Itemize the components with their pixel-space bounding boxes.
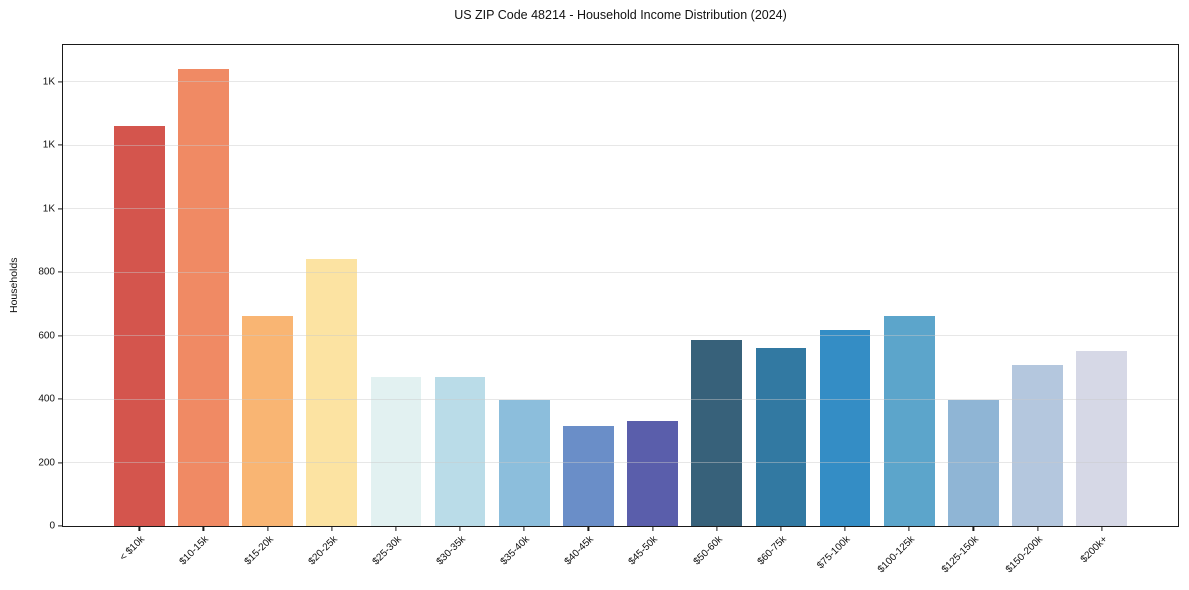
x-tick-label: $50-60k <box>691 534 725 568</box>
bar-16 <box>1076 351 1127 526</box>
bar-slot: < $10k <box>107 45 171 563</box>
x-tick-mark <box>138 527 140 532</box>
bar-3 <box>242 316 293 526</box>
x-tick-label: $10-15k <box>177 534 212 568</box>
y-tick-label: 800 <box>38 266 55 278</box>
y-tick-mark <box>57 461 62 464</box>
bar-slot: $25-30k <box>364 45 428 567</box>
x-tick-mark <box>1036 527 1039 532</box>
bar-slot: $10-15k <box>171 45 235 567</box>
x-tick-label: $35-40k <box>498 534 533 568</box>
x-tick-label: $75-100k <box>815 534 853 572</box>
bar-slot: $15-20k <box>236 45 300 567</box>
y-tick-label: 600 <box>38 330 55 341</box>
bar-1 <box>113 125 165 526</box>
bar-11 <box>755 348 807 526</box>
bar-12 <box>819 330 871 526</box>
chart-title: US ZIP Code 48214 - Household Income Dis… <box>454 8 787 22</box>
bar-8 <box>563 426 614 526</box>
x-tick-label: $100-125k <box>875 534 917 576</box>
x-tick-mark <box>651 527 654 532</box>
y-tick-mark <box>57 271 62 273</box>
y-tick-mark <box>57 207 62 210</box>
y-tick-label: 1K <box>42 139 55 151</box>
bar-5 <box>370 376 422 526</box>
y-tick-label: 200 <box>38 457 55 468</box>
bars-layer: < $10k $10-15k $15-20k $20-25k $25-30k $30-35… <box>63 45 1178 575</box>
bar-slot: $30-35k <box>428 45 492 567</box>
y-tick-mark <box>57 80 62 83</box>
x-tick-label: $150-200k <box>1004 534 1046 576</box>
x-tick-mark <box>459 527 461 532</box>
x-tick-mark <box>523 527 525 532</box>
x-tick-mark <box>587 527 590 532</box>
bar-6 <box>434 377 486 526</box>
bar-slot: $150-200k <box>1004 45 1069 575</box>
x-tick-mark <box>202 527 205 532</box>
x-tick-mark <box>780 527 782 532</box>
y-tick-label: 400 <box>38 393 55 405</box>
bar-slot: $100-125k <box>876 45 941 575</box>
x-tick-mark <box>395 527 397 532</box>
x-tick-label: $45-50k <box>627 534 661 568</box>
bar-14 <box>948 400 999 526</box>
x-tick-mark <box>844 527 846 532</box>
bar-slot: $60-75k <box>749 45 813 567</box>
bar-2 <box>178 68 229 526</box>
bar-slot: $125-150k <box>940 45 1005 575</box>
x-tick-label: $60-75k <box>755 534 789 568</box>
bar-slot: $45-50k <box>621 45 685 567</box>
x-tick-mark <box>267 527 269 532</box>
plot-area: < $10k $10-15k $15-20k $20-25k $25-30k $30-35… <box>38 44 1179 575</box>
x-tick-label: $20-25k <box>306 534 340 568</box>
bar-slot: $20-25k <box>300 45 364 567</box>
bar-slot: $50-60k <box>685 45 749 567</box>
bar-9 <box>627 421 678 526</box>
y-tick-mark <box>57 334 62 337</box>
x-tick-label: $30-35k <box>434 534 468 568</box>
x-tick-mark <box>972 527 974 532</box>
y-axis-label: Households <box>8 257 20 314</box>
y-tick-label: 1K <box>42 76 55 87</box>
x-tick-mark <box>331 527 333 532</box>
bar-7 <box>498 399 550 526</box>
x-tick-label: $15-20k <box>242 534 276 568</box>
bar-slot: $200k+ <box>1070 45 1134 565</box>
bar-4 <box>306 259 358 526</box>
bar-slot: $35-40k <box>492 45 556 567</box>
x-tick-mark <box>908 527 910 532</box>
x-tick-label: $125-150k <box>939 534 982 576</box>
x-tick-label: $200k+ <box>1078 534 1110 566</box>
bar-15 <box>1012 364 1063 526</box>
x-tick-mark <box>1101 527 1103 532</box>
bar-slot: $75-100k <box>813 45 877 571</box>
y-tick-mark <box>57 525 62 527</box>
y-tick-label: 0 <box>49 520 55 532</box>
x-tick-mark <box>716 527 718 532</box>
x-tick-label: $40-45k <box>562 534 597 568</box>
y-tick-mark <box>57 398 62 400</box>
bar-13 <box>883 316 935 526</box>
y-tick-label: 1K <box>42 203 55 214</box>
y-tick-mark <box>57 144 62 146</box>
x-tick-label: < $10k <box>117 534 148 564</box>
x-tick-label: $25-30k <box>370 534 404 568</box>
bar-slot: $40-45k <box>556 45 620 567</box>
bar-10 <box>691 340 743 526</box>
